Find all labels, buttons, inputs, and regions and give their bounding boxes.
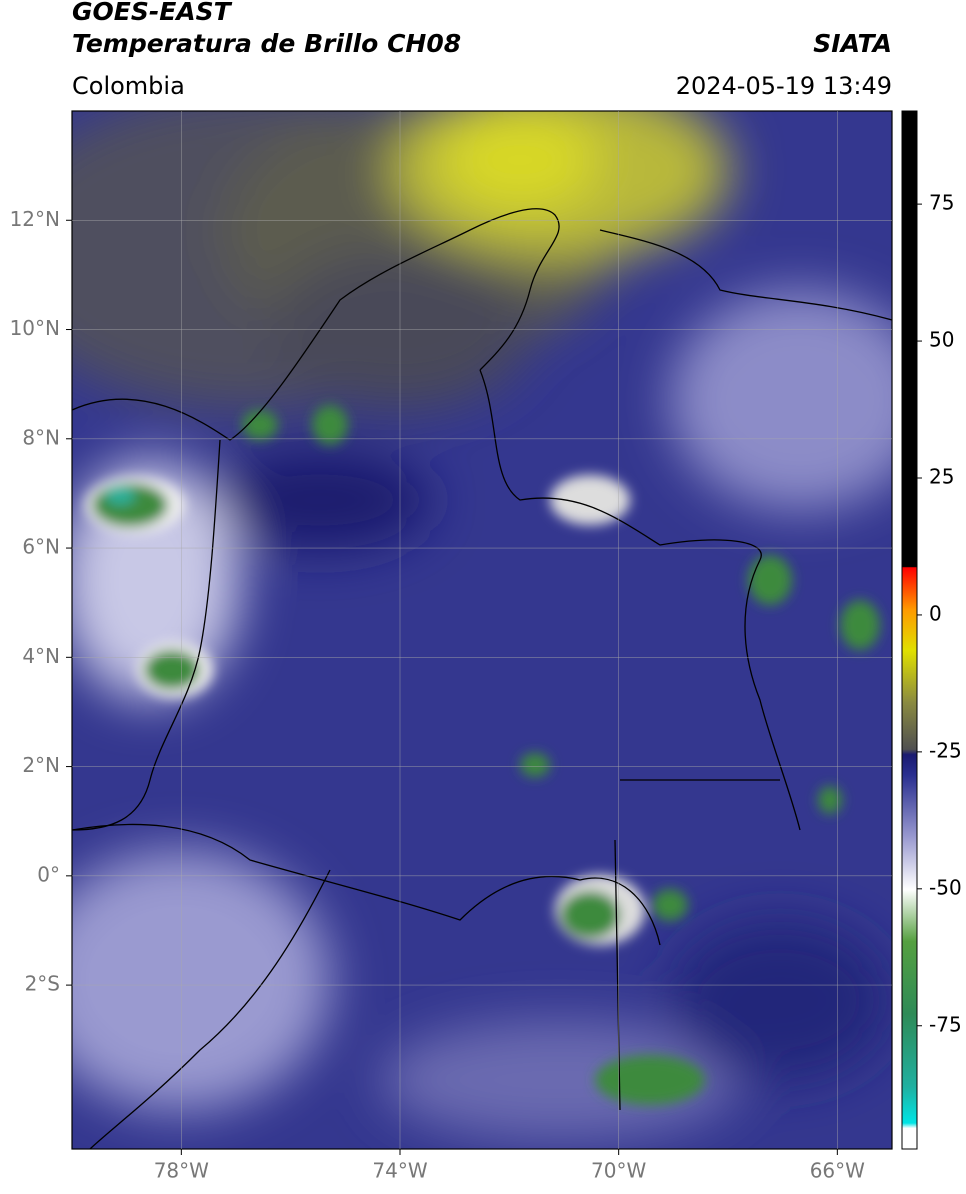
source: SIATA bbox=[813, 29, 892, 58]
subtitle: Temperatura de Brillo CH08 bbox=[72, 29, 461, 58]
x-tick-label: 70°W bbox=[591, 1159, 646, 1183]
map-frame bbox=[71, 110, 893, 1150]
region: Colombia bbox=[72, 72, 185, 100]
y-tick-label: 10°N bbox=[10, 316, 60, 340]
colorbar-tick-label: -25 bbox=[929, 738, 962, 762]
colorbar-tick-label: -75 bbox=[929, 1012, 962, 1036]
colorbar-tick-label: 25 bbox=[929, 464, 954, 488]
y-tick-label: 2°N bbox=[22, 753, 60, 777]
y-tick-label: 4°N bbox=[22, 644, 60, 668]
colorbar bbox=[901, 110, 918, 1150]
title: GOES-EAST bbox=[72, 0, 233, 26]
colorbar-tick-label: 75 bbox=[929, 191, 954, 215]
datetime: 2024-05-19 13:49 bbox=[676, 72, 892, 100]
y-tick-label: 0° bbox=[37, 862, 60, 886]
x-tick-label: 74°W bbox=[372, 1159, 427, 1183]
x-tick-label: 78°W bbox=[154, 1159, 209, 1183]
y-tick-label: 8°N bbox=[22, 425, 60, 449]
colorbar-tick-label: 50 bbox=[929, 328, 954, 352]
colorbar-tick-label: 0 bbox=[929, 601, 942, 625]
satellite-image bbox=[72, 111, 892, 1149]
y-tick-label: 2°S bbox=[25, 972, 60, 996]
colorbar-tick-label: -50 bbox=[929, 875, 962, 899]
y-tick-label: 6°N bbox=[22, 535, 60, 559]
x-tick-label: 66°W bbox=[810, 1159, 865, 1183]
y-tick-label: 12°N bbox=[10, 207, 60, 231]
